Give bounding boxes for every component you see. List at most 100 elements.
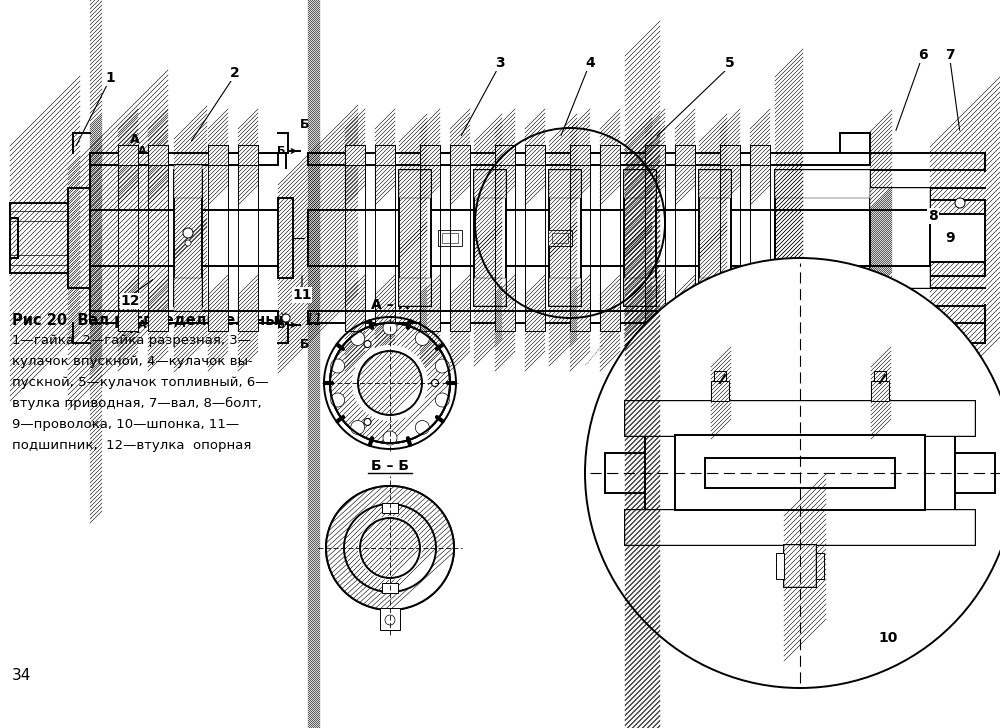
Text: Б: Б (277, 146, 285, 156)
Bar (174, 170, 202, 306)
Bar (699, 170, 731, 306)
Bar (955, 453, 995, 493)
Bar (750, 145, 770, 165)
Bar (238, 311, 258, 331)
Ellipse shape (326, 486, 454, 610)
Bar (375, 145, 395, 165)
Bar (382, 503, 398, 513)
Bar (399, 170, 431, 306)
Bar (308, 311, 870, 323)
Bar (624, 170, 656, 306)
Bar (625, 510, 975, 545)
Circle shape (352, 345, 428, 421)
Circle shape (183, 228, 193, 238)
Bar (345, 311, 365, 331)
Bar (208, 311, 228, 331)
Bar (870, 266, 930, 288)
Bar (675, 435, 925, 510)
Bar (570, 145, 590, 165)
Bar (605, 453, 645, 493)
Text: 1—гайка, 2—гайка разрезная, 3—: 1—гайка, 2—гайка разрезная, 3— (12, 334, 251, 347)
Text: 6: 6 (918, 48, 928, 62)
Bar (118, 311, 138, 331)
Bar (775, 170, 870, 306)
Bar (775, 278, 870, 306)
Text: А – А: А – А (371, 298, 409, 312)
Bar (600, 311, 620, 331)
Text: 9: 9 (945, 231, 955, 245)
Bar (776, 553, 784, 579)
Bar (420, 145, 440, 165)
Text: 11: 11 (304, 313, 322, 328)
Bar (816, 553, 824, 579)
Text: Б – Б: Б – Б (371, 459, 409, 473)
Text: 5: 5 (725, 56, 735, 70)
Bar (148, 311, 168, 331)
Bar (450, 311, 470, 331)
Text: Б: Б (300, 338, 310, 351)
Bar (174, 278, 202, 311)
Bar (870, 188, 930, 210)
Ellipse shape (344, 504, 436, 592)
Circle shape (331, 359, 345, 373)
Circle shape (955, 198, 965, 208)
Bar (870, 210, 930, 266)
Bar (720, 311, 740, 331)
Bar (699, 170, 731, 198)
Text: А: А (138, 146, 147, 156)
Circle shape (358, 516, 422, 580)
Bar (625, 401, 975, 436)
Bar (474, 170, 506, 306)
Circle shape (435, 359, 449, 373)
Bar (549, 278, 581, 306)
Text: А: А (130, 133, 140, 146)
Circle shape (351, 421, 365, 435)
Bar (645, 311, 665, 331)
Ellipse shape (344, 504, 436, 592)
Bar (624, 278, 656, 306)
Bar (705, 458, 895, 488)
Circle shape (585, 258, 1000, 688)
Ellipse shape (326, 486, 454, 610)
Bar (930, 214, 985, 262)
Bar (148, 145, 168, 165)
Bar (711, 381, 729, 401)
Circle shape (364, 419, 371, 425)
Bar (90, 311, 278, 323)
Circle shape (331, 393, 345, 407)
Text: 2: 2 (230, 66, 240, 80)
Bar (118, 145, 138, 165)
Bar (308, 153, 870, 165)
Text: 7: 7 (945, 48, 955, 62)
Bar (278, 198, 293, 278)
Circle shape (385, 615, 395, 625)
Text: 12: 12 (120, 294, 140, 308)
Bar (525, 145, 545, 165)
Bar (308, 210, 870, 266)
Text: подшипник,  12—втулка  опорная: подшипник, 12—втулка опорная (12, 439, 251, 452)
Bar (675, 145, 695, 165)
Text: 11: 11 (292, 288, 312, 302)
Bar (625, 510, 975, 545)
Bar (474, 170, 506, 198)
Bar (420, 311, 440, 331)
Text: Б: Б (277, 320, 285, 330)
Bar (90, 210, 278, 266)
Bar (442, 233, 458, 243)
Circle shape (383, 321, 397, 335)
Text: втулка приводная, 7—вал, 8—болт,: втулка приводная, 7—вал, 8—болт, (12, 397, 262, 410)
Bar (775, 210, 870, 266)
Bar (645, 145, 665, 165)
Circle shape (415, 331, 429, 346)
Bar (775, 170, 870, 198)
Bar (720, 145, 740, 165)
Bar (930, 200, 985, 276)
Bar (874, 371, 886, 381)
Text: А: А (138, 320, 147, 330)
Bar (600, 145, 620, 165)
Text: 3: 3 (495, 56, 505, 70)
Circle shape (435, 393, 449, 407)
Circle shape (432, 379, 438, 387)
Bar (784, 545, 816, 587)
Circle shape (185, 240, 191, 246)
